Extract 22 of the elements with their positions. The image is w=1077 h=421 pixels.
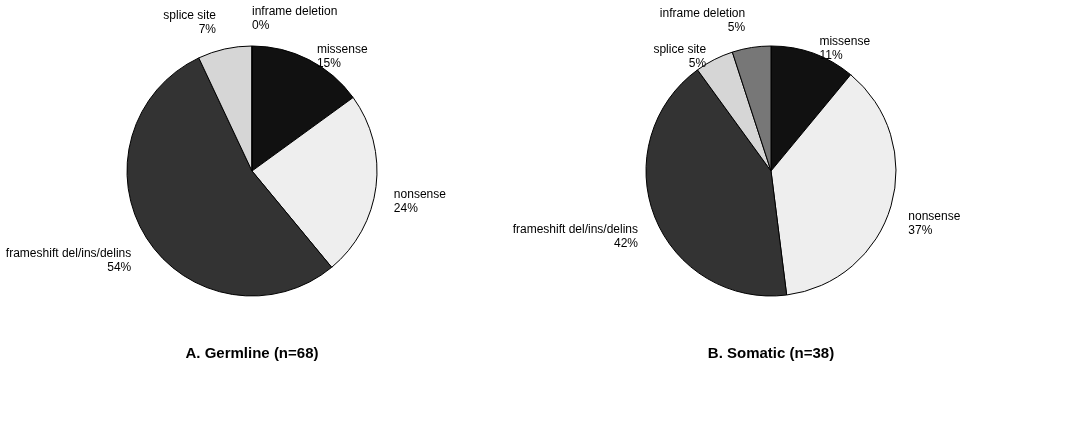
text: B. Somatic (n=38) <box>707 344 835 361</box>
slice-label: missense <box>819 34 871 49</box>
data-label: 15% <box>316 55 342 70</box>
slice-label: inframe deletion <box>659 6 746 21</box>
data-label: 7% <box>198 21 217 36</box>
slice-label: nonsense <box>908 208 961 223</box>
data-label: 37% <box>908 222 933 237</box>
slice-label: missense <box>316 41 368 56</box>
text: A. Germline (n=68) <box>185 344 319 361</box>
data-label: 5% <box>688 55 707 70</box>
data-label: 5% <box>727 20 746 35</box>
text: 0% <box>252 18 270 32</box>
slice-label: frameshift del/ins/delins <box>512 221 639 236</box>
data-label: 42% <box>614 235 639 250</box>
slice-label: splice site <box>163 7 217 22</box>
data-label: 11% <box>819 48 843 63</box>
data-label: 24% <box>393 200 419 215</box>
data-label: 54% <box>107 259 132 274</box>
slice-label: splice site <box>653 41 707 56</box>
slice-label: frameshift del/ins/delins <box>5 245 132 260</box>
slice-label: nonsense <box>393 186 447 201</box>
category-label: inframe deletion <box>252 4 338 18</box>
